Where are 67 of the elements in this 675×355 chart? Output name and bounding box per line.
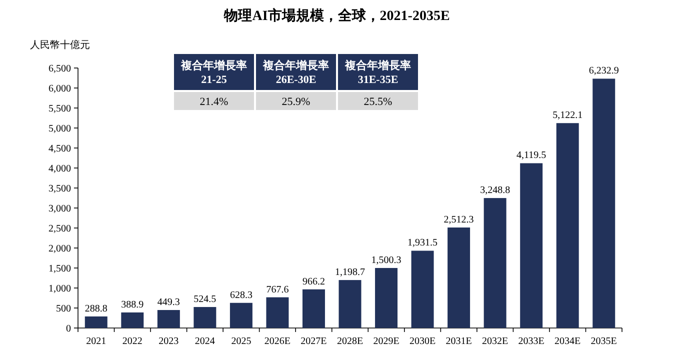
bar [375, 268, 398, 328]
data-label: 388.9 [121, 299, 144, 310]
x-tick-label: 2021 [86, 336, 106, 347]
bar [157, 310, 180, 328]
bar [84, 316, 108, 328]
y-tick-label: 500 [56, 304, 71, 314]
x-tick-label: 2030E [409, 336, 436, 347]
y-tick-label: 0 [66, 324, 71, 334]
data-label: 1,931.5 [408, 238, 438, 249]
y-tick-label: 2,500 [48, 224, 71, 234]
data-label: 524.5 [194, 294, 216, 306]
bar [592, 78, 616, 328]
y-tick-label: 3,000 [48, 204, 71, 214]
y-tick-label: 3,500 [48, 184, 71, 194]
y-axis-title: 人民幣十億元 [30, 39, 90, 51]
y-tick-label: 6,500 [48, 64, 71, 74]
y-tick-label: 1,000 [48, 284, 71, 294]
chart-title: 物理AI市場規模，全球，2021-2035E [223, 7, 450, 24]
x-tick-label: 2026E [264, 336, 291, 347]
y-tick-label: 4,500 [48, 144, 71, 154]
bar [230, 302, 252, 328]
y-tick-label: 2,000 [48, 244, 71, 254]
data-label: 628.3 [230, 290, 252, 301]
data-label: 2,512.3 [444, 214, 474, 226]
x-tick-label: 2029E [373, 336, 400, 347]
x-tick-label: 2027E [300, 336, 327, 347]
annotation: 25.9% [282, 96, 310, 108]
x-tick-label: 2023 [158, 336, 179, 347]
x-tick-label: 2034E [554, 336, 581, 347]
annotation: 複合年增長率 21-25 [180, 59, 247, 86]
bar [484, 198, 506, 328]
data-label: 4,119.5 [516, 150, 546, 162]
y-tick-label: 4,000 [48, 164, 71, 174]
data-label: 767.6 [266, 284, 289, 296]
y-tick-label: 5,000 [48, 124, 71, 134]
data-label: 6,232.9 [588, 66, 619, 77]
bar [194, 307, 216, 328]
bar [266, 297, 289, 328]
y-tick-label: 6,000 [48, 84, 71, 94]
bar [556, 123, 579, 328]
annotation: 複合年增長率 31E-35E [344, 59, 411, 86]
data-label: 1,500.3 [371, 254, 402, 266]
x-tick-label: 2035E [590, 336, 617, 347]
bar [121, 312, 144, 328]
x-tick-label: 2032E [482, 336, 508, 347]
x-tick-label: 2025 [231, 336, 252, 347]
bar [411, 250, 434, 328]
bar [448, 228, 470, 328]
bar [338, 280, 362, 328]
y-tick-label: 1,500 [48, 264, 71, 274]
y-tick-label: 5,500 [48, 104, 71, 114]
x-tick-label: 2033E [518, 336, 544, 347]
x-tick-label: 2024 [194, 336, 215, 347]
bar [520, 163, 543, 328]
data-label: 1,198.7 [335, 267, 365, 278]
data-label: 288.8 [84, 303, 108, 314]
data-label: 966.2 [302, 276, 325, 288]
annotation: 25.5% [364, 96, 392, 108]
bar [302, 289, 325, 328]
data-label: 5,122.1 [552, 110, 583, 122]
data-label: 449.3 [157, 297, 180, 308]
annotation: 複合年增長率 26E-30E [262, 59, 329, 86]
x-tick-label: 2022 [122, 336, 142, 347]
x-tick-label: 2031E [446, 336, 472, 347]
data-label: 3,248.8 [480, 185, 510, 196]
x-tick-label: 2028E [336, 336, 364, 347]
annotation: 21.4% [200, 96, 228, 108]
